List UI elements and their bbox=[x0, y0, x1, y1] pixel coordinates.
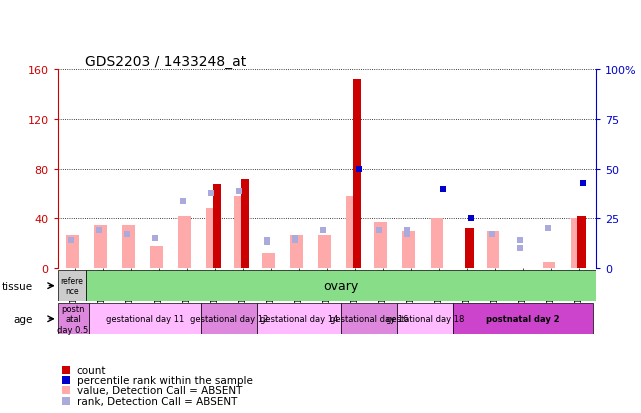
Bar bbox=[319, 235, 331, 268]
Bar bbox=[94, 225, 106, 268]
Text: GDS2203 / 1433248_at: GDS2203 / 1433248_at bbox=[85, 55, 246, 69]
Bar bbox=[353, 80, 362, 268]
Text: percentile rank within the sample: percentile rank within the sample bbox=[76, 375, 253, 385]
Bar bbox=[66, 235, 79, 268]
Text: value, Detection Call = ABSENT: value, Detection Call = ABSENT bbox=[76, 385, 242, 395]
Bar bbox=[201, 304, 257, 335]
Bar bbox=[58, 271, 86, 301]
Bar bbox=[341, 304, 397, 335]
Bar bbox=[346, 197, 359, 268]
Bar bbox=[374, 223, 387, 268]
Bar bbox=[403, 231, 415, 268]
Bar bbox=[570, 219, 583, 268]
Bar bbox=[487, 231, 499, 268]
Bar bbox=[88, 304, 201, 335]
Text: rank, Detection Call = ABSENT: rank, Detection Call = ABSENT bbox=[76, 396, 237, 406]
Bar bbox=[290, 235, 303, 268]
Text: gestational day 11: gestational day 11 bbox=[106, 315, 184, 323]
Bar bbox=[453, 304, 594, 335]
Bar bbox=[234, 197, 247, 268]
Text: gestational day 14: gestational day 14 bbox=[260, 315, 338, 323]
Text: postn
atal
day 0.5: postn atal day 0.5 bbox=[58, 304, 88, 334]
Bar bbox=[122, 225, 135, 268]
Text: gestational day 12: gestational day 12 bbox=[190, 315, 268, 323]
Bar bbox=[431, 219, 443, 268]
Bar bbox=[465, 229, 474, 268]
Text: age: age bbox=[13, 314, 33, 324]
Text: ovary: ovary bbox=[323, 280, 358, 292]
Text: count: count bbox=[76, 365, 106, 375]
Bar bbox=[206, 209, 219, 268]
Bar bbox=[578, 216, 586, 268]
Bar bbox=[543, 262, 555, 268]
Bar bbox=[178, 216, 191, 268]
Bar bbox=[241, 179, 249, 268]
Text: tissue: tissue bbox=[1, 281, 33, 291]
Bar bbox=[213, 184, 221, 268]
Text: gestational day 16: gestational day 16 bbox=[329, 315, 408, 323]
Text: postnatal day 2: postnatal day 2 bbox=[487, 315, 560, 323]
Bar bbox=[397, 304, 453, 335]
Bar bbox=[262, 254, 275, 268]
Text: gestational day 18: gestational day 18 bbox=[386, 315, 464, 323]
Text: refere
nce: refere nce bbox=[60, 276, 83, 296]
Bar bbox=[150, 246, 163, 268]
Bar bbox=[58, 304, 88, 335]
Bar bbox=[257, 304, 341, 335]
